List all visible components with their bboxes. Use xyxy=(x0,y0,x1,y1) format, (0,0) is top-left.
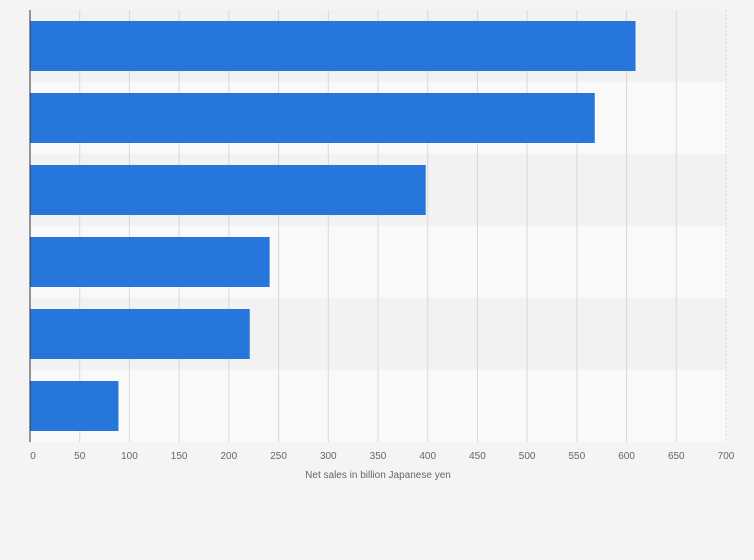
x-tick-label: 500 xyxy=(519,451,536,462)
x-tick-label: 600 xyxy=(618,451,635,462)
x-axis-title: Net sales in billion Japanese yen xyxy=(305,470,451,481)
x-tick-label: 700 xyxy=(718,451,735,462)
bars xyxy=(30,21,636,431)
x-tick-label: 250 xyxy=(270,451,287,462)
x-tick-label: 650 xyxy=(668,451,685,462)
x-tick-label: 50 xyxy=(74,451,86,462)
bar[interactable] xyxy=(30,21,636,71)
x-tick-label: 400 xyxy=(419,451,436,462)
x-axis-tick-labels: 0 50 100 150 200 250 300 350 400 450 500 550 600 650 7… xyxy=(30,451,735,462)
x-tick-label: 550 xyxy=(569,451,586,462)
x-tick-label: 450 xyxy=(469,451,486,462)
x-tick-label: 100 xyxy=(121,451,138,462)
gridlines xyxy=(79,10,727,442)
bar[interactable] xyxy=(30,93,595,143)
bar[interactable] xyxy=(30,381,119,431)
bar[interactable] xyxy=(30,309,250,359)
x-tick-label: 200 xyxy=(221,451,238,462)
bar[interactable] xyxy=(30,237,270,287)
x-tick-label: 300 xyxy=(320,451,337,462)
bar[interactable] xyxy=(30,165,426,215)
x-tick-label: 0 xyxy=(30,451,36,462)
x-tick-label: 150 xyxy=(171,451,188,462)
x-tick-label: 350 xyxy=(370,451,387,462)
